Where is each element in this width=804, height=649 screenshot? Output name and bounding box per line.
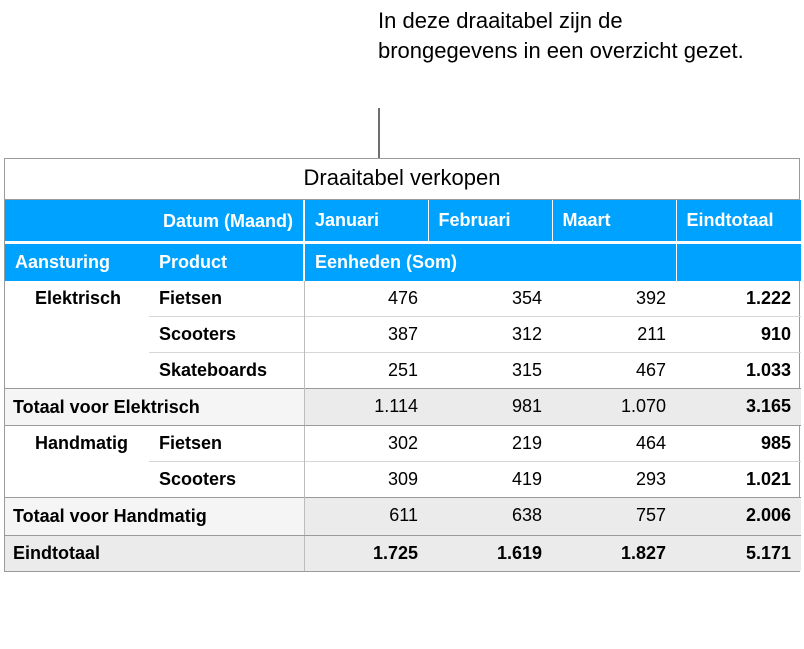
subtotal-label: Totaal voor Handmatig [5, 498, 304, 536]
product-cell: Scooters [149, 462, 304, 498]
data-cell: 302 [304, 426, 428, 462]
data-cell: 309 [304, 462, 428, 498]
pivot-table-grid: Datum (Maand) Januari Februari Maart Ein… [5, 200, 801, 571]
data-cell: 251 [304, 352, 428, 388]
header-grand-col: Eindtotaal [676, 200, 801, 242]
data-cell: 464 [552, 426, 676, 462]
subtotal-label: Totaal voor Elektrisch [5, 388, 304, 426]
caption-region: In deze draaitabel zijn de brongegevens … [0, 0, 804, 158]
table-title: Draaitabel verkopen [5, 159, 799, 200]
callout-line [378, 108, 380, 158]
data-cell: 476 [304, 281, 428, 317]
data-cell: 387 [304, 316, 428, 352]
header-month-1: Februari [428, 200, 552, 242]
data-cell: 392 [552, 281, 676, 317]
header-rowfield-1: Product [149, 242, 304, 281]
grand-total-row: Eindtotaal 1.725 1.619 1.827 5.171 [5, 535, 801, 571]
header-month-0: Januari [304, 200, 428, 242]
subtotal-cell: 611 [304, 498, 428, 536]
grand-total-cell: 1.619 [428, 535, 552, 571]
subtotal-row: Totaal voor Handmatig 611 638 757 2.006 [5, 498, 801, 536]
data-cell: 293 [552, 462, 676, 498]
header-date-field: Datum (Maand) [5, 200, 304, 242]
caption-text: In deze draaitabel zijn de brongegevens … [378, 6, 768, 65]
row-total-cell: 1.222 [676, 281, 801, 317]
data-cell: 211 [552, 316, 676, 352]
row-total-cell: 1.033 [676, 352, 801, 388]
header-measure: Eenheden (Som) [304, 242, 676, 281]
header-row-fields: Aansturing Product Eenheden (Som) [5, 242, 801, 281]
data-cell: 467 [552, 352, 676, 388]
grand-total-label: Eindtotaal [5, 535, 304, 571]
subtotal-cell: 1.070 [552, 388, 676, 426]
table-row: Handmatig Fietsen 302 219 464 985 [5, 426, 801, 462]
product-cell: Scooters [149, 316, 304, 352]
header-row-months: Datum (Maand) Januari Februari Maart Ein… [5, 200, 801, 242]
group-name-0: Elektrisch [5, 281, 149, 389]
subtotal-cell: 1.114 [304, 388, 428, 426]
product-cell: Fietsen [149, 426, 304, 462]
pivot-table: Draaitabel verkopen Datum (Maand) Januar… [4, 158, 800, 572]
data-cell: 312 [428, 316, 552, 352]
subtotal-cell: 638 [428, 498, 552, 536]
subtotal-cell: 757 [552, 498, 676, 536]
grand-total-cell: 1.725 [304, 535, 428, 571]
data-cell: 219 [428, 426, 552, 462]
row-total-cell: 985 [676, 426, 801, 462]
data-cell: 315 [428, 352, 552, 388]
data-cell: 419 [428, 462, 552, 498]
product-cell: Skateboards [149, 352, 304, 388]
subtotal-total-cell: 2.006 [676, 498, 801, 536]
subtotal-total-cell: 3.165 [676, 388, 801, 426]
header-rowfield-0: Aansturing [5, 242, 149, 281]
subtotal-cell: 981 [428, 388, 552, 426]
product-cell: Fietsen [149, 281, 304, 317]
header-month-2: Maart [552, 200, 676, 242]
subtotal-row: Totaal voor Elektrisch 1.114 981 1.070 3… [5, 388, 801, 426]
data-cell: 354 [428, 281, 552, 317]
grand-total-cell: 1.827 [552, 535, 676, 571]
group-name-1: Handmatig [5, 426, 149, 498]
header-blank [676, 242, 801, 281]
row-total-cell: 1.021 [676, 462, 801, 498]
table-row: Elektrisch Fietsen 476 354 392 1.222 [5, 281, 801, 317]
row-total-cell: 910 [676, 316, 801, 352]
grand-total-total-cell: 5.171 [676, 535, 801, 571]
